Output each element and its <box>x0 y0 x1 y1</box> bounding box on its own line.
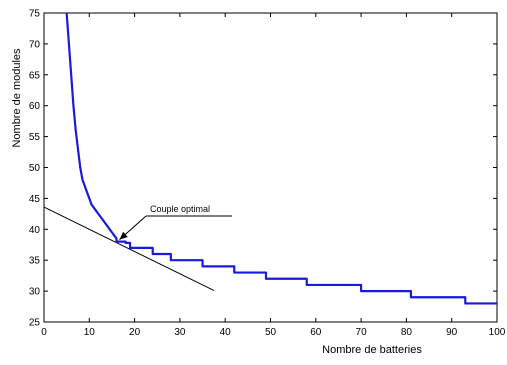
data-layer <box>43 12 497 305</box>
y-tick-label: 65 <box>29 70 41 81</box>
tangent-line <box>43 206 215 291</box>
x-tick-label: 30 <box>174 327 186 338</box>
y-tick-label: 25 <box>29 318 41 329</box>
y-tick-label: 70 <box>29 39 41 50</box>
x-tick-label: 100 <box>489 327 506 338</box>
y-tick-label: 45 <box>29 194 41 205</box>
annotation-label: Couple optimal <box>150 204 210 214</box>
x-tick-label: 50 <box>265 327 277 338</box>
plot-frame <box>43 12 498 323</box>
y-tick-label: 30 <box>29 287 41 298</box>
y-tick-label: 50 <box>29 163 41 174</box>
annotation-layer: Couple optimal <box>119 204 232 241</box>
x-tick-label: 10 <box>84 327 96 338</box>
x-axis-title: Nombre de batteries <box>322 344 422 356</box>
x-tick-label: 80 <box>401 327 413 338</box>
ticks-layer: 0 10 20 30 40 50 60 70 80 90 100 25 30 35 40 45 50 55 60 65… <box>29 9 506 339</box>
y-tick-label: 55 <box>29 132 41 143</box>
axes-layer <box>43 12 498 323</box>
series-line <box>65 12 497 305</box>
x-tick-label: 40 <box>220 327 232 338</box>
y-tick-label: 40 <box>29 225 41 236</box>
x-tick-label: 0 <box>41 327 47 338</box>
x-tick-label: 90 <box>446 327 458 338</box>
x-tick-label: 20 <box>129 327 141 338</box>
y-tick-label: 35 <box>29 256 41 267</box>
y-axis-title: Nombre de modules <box>11 48 23 148</box>
y-tick-label: 75 <box>29 9 41 20</box>
y-tick-label: 60 <box>29 101 41 112</box>
x-tick-label: 60 <box>310 327 322 338</box>
annotation-arrowhead <box>119 231 128 240</box>
x-tick-label: 70 <box>356 327 368 338</box>
